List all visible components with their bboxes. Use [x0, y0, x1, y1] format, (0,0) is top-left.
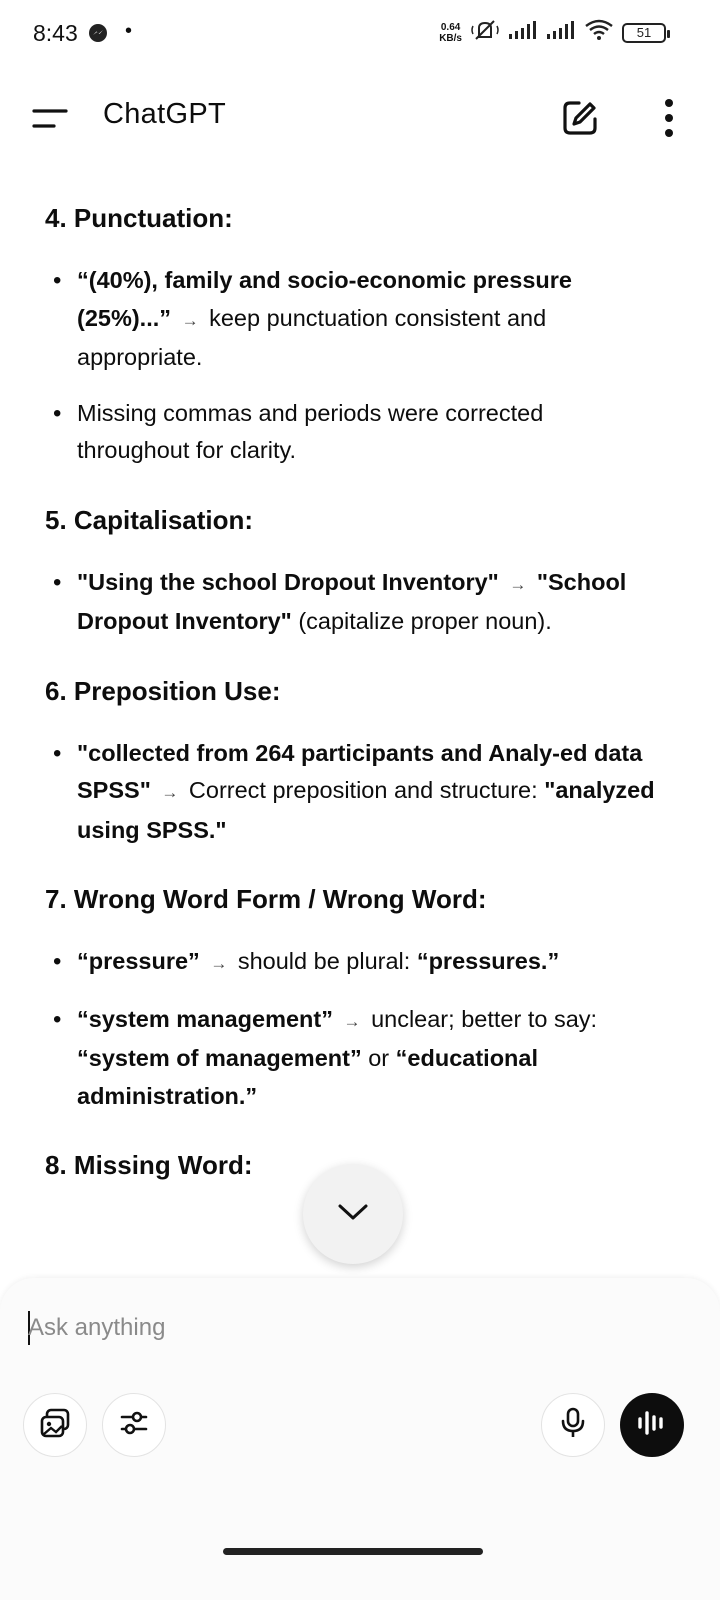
home-indicator[interactable]: [223, 1548, 483, 1555]
list-item: “pressure” → should be plural: “pressure…: [0, 943, 720, 983]
battery-icon: 51: [622, 22, 670, 43]
body-text: unclear; better to say:: [371, 1005, 598, 1032]
chevron-down-icon: [336, 1202, 370, 1227]
list-item: “system management” → unclear; better to…: [0, 1001, 720, 1116]
menu-icon[interactable]: [32, 106, 72, 132]
bold-text: “(40%), family and socio-economic pressu…: [77, 267, 572, 331]
list-item: "Using the school Dropout Inventory" → "…: [0, 564, 720, 641]
section-heading: 5. Capitalisation:: [45, 504, 254, 535]
tools-button[interactable]: [102, 1393, 166, 1457]
bullet-list: “(40%), family and socio-economic pressu…: [0, 262, 720, 470]
composer: [0, 1278, 720, 1600]
attach-image-button[interactable]: [23, 1393, 87, 1457]
bold-text: “system of management”: [77, 1045, 362, 1071]
arrow-icon: →: [210, 954, 228, 973]
app-header: ChatGPT: [0, 88, 720, 148]
signal-icon: [508, 20, 538, 45]
scroll-to-bottom-button[interactable]: [303, 1164, 403, 1264]
arrow-icon: →: [343, 1011, 361, 1031]
arrow-icon: →: [181, 310, 199, 330]
bold-text: “educational administration.”: [77, 1045, 539, 1109]
mute-icon: [470, 18, 500, 47]
bold-text: "collected from 264 participants and Ana…: [77, 739, 643, 804]
section-heading: 4. Punctuation:: [45, 203, 233, 233]
arrow-icon: →: [509, 574, 527, 594]
voice-mode-icon: [635, 1406, 669, 1445]
body-text: or: [361, 1045, 396, 1071]
bullet-list: “pressure” → should be plural: “pressure…: [0, 943, 720, 1115]
bullet-list: "collected from 264 participants and Ana…: [0, 735, 720, 850]
body-text: keep punctuation consistent and appropri…: [77, 304, 547, 371]
microphone-button[interactable]: [541, 1393, 605, 1457]
body-text: should be plural:: [237, 948, 417, 974]
signal-icon: [546, 20, 576, 45]
bold-text: "Using the school Dropout Inventory": [77, 568, 499, 595]
bold-text: “pressure”: [77, 948, 200, 974]
microphone-icon: [558, 1406, 588, 1445]
message-input[interactable]: [28, 1308, 628, 1348]
body-text: Missing commas and periods were correcte…: [77, 399, 544, 464]
arrow-icon: →: [161, 783, 179, 802]
wifi-icon: [584, 19, 614, 46]
tools-icon: [117, 1406, 151, 1445]
status-bar: 8:43 • 0.64 KB/s 51: [0, 0, 720, 68]
body-text: (capitalize proper noun).: [291, 608, 552, 634]
section-heading: 6. Preposition Use:: [45, 675, 281, 706]
chat-message: 4. Punctuation: “(40%), family and socio-…: [0, 196, 720, 1187]
attach-image-icon: [38, 1406, 72, 1445]
section-heading: 8. Missing Word:: [45, 1150, 253, 1180]
bold-text: "School Dropout Inventory": [77, 568, 627, 635]
status-indicators: 0.64 KB/s 51: [439, 18, 670, 47]
notification-dot: •: [125, 20, 133, 42]
new-chat-icon[interactable]: [560, 98, 600, 138]
more-options-icon[interactable]: [652, 96, 686, 140]
list-item: "collected from 264 participants and Ana…: [0, 735, 720, 850]
bullet-list: "Using the school Dropout Inventory" → "…: [0, 564, 720, 641]
messenger-icon: [88, 23, 108, 48]
list-item: “(40%), family and socio-economic pressu…: [0, 262, 720, 377]
bold-text: "analyzed using SPSS.": [77, 777, 655, 843]
list-item: Missing commas and periods were correcte…: [0, 395, 720, 470]
app-title[interactable]: ChatGPT: [103, 98, 226, 130]
status-time: 8:43: [33, 20, 78, 46]
network-speed: 0.64 KB/s: [439, 21, 462, 44]
bold-text: “pressures.”: [416, 948, 560, 974]
voice-mode-button[interactable]: [620, 1393, 684, 1457]
section-heading: 7. Wrong Word Form / Wrong Word:: [45, 884, 487, 914]
bold-text: “system management”: [77, 1005, 333, 1032]
body-text: Correct preposition and structure:: [188, 777, 545, 803]
